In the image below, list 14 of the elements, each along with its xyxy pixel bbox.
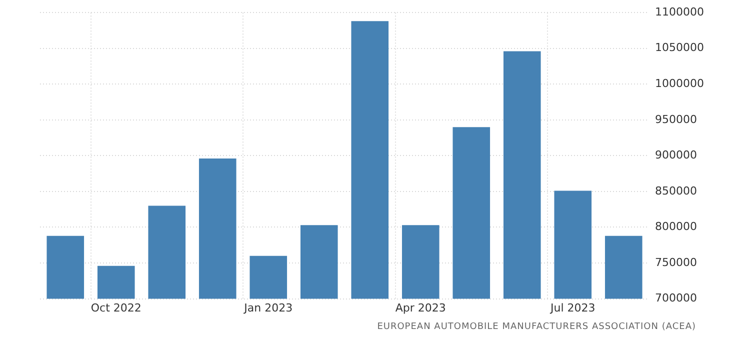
y-tick-label: 900000 — [655, 148, 698, 162]
y-tick-label: 950000 — [655, 112, 698, 126]
text: EUROPEAN AUTOMOBILE MANUFACTURERS ASSOCIATION (ACEA) — [377, 322, 696, 332]
y-tick-label: 1100000 — [655, 5, 704, 18]
y-tick-label: 750000 — [655, 256, 698, 269]
y-tick-label: 800000 — [655, 220, 698, 234]
x-tick-label: Oct 2022 — [90, 301, 142, 314]
x-tick-label: Jul 2023 — [550, 301, 596, 314]
x-tick-label: Jan 2023 — [243, 301, 293, 314]
y-tick-label: 1050000 — [655, 41, 704, 54]
y-tick-label: 700000 — [655, 292, 698, 305]
y-tick-label: 1000000 — [655, 77, 704, 90]
y-tick-label: 850000 — [655, 184, 698, 198]
x-tick-label: Apr 2023 — [395, 301, 446, 314]
